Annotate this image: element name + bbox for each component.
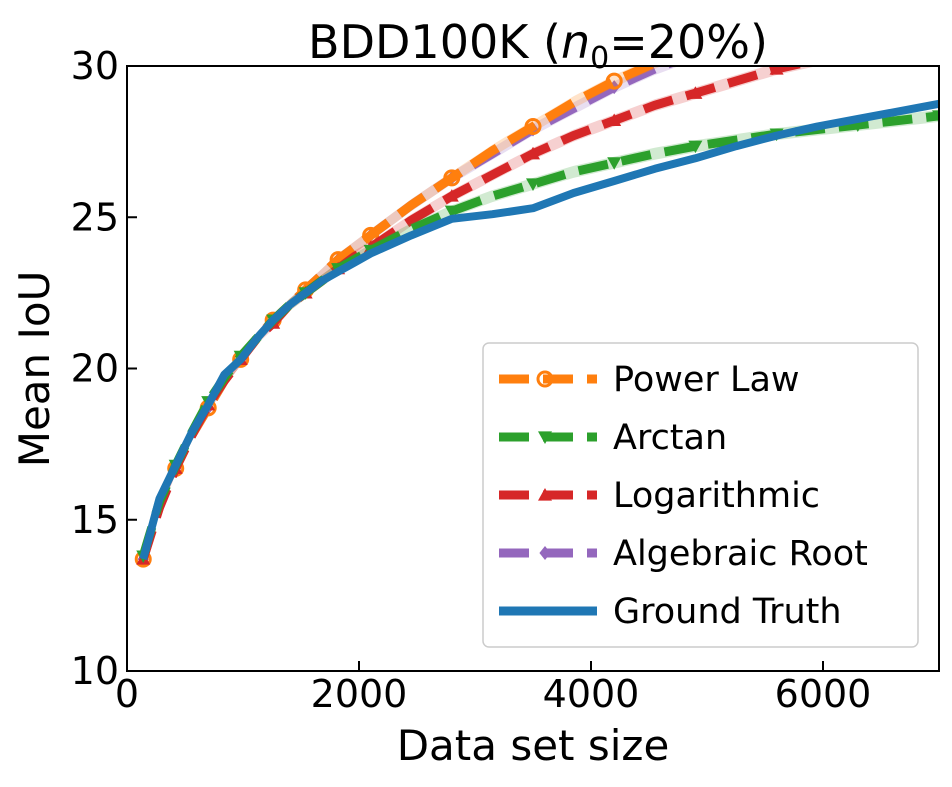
legend-marker bbox=[538, 431, 552, 444]
legend-item-logarithmic: Logarithmic bbox=[499, 476, 820, 516]
point-logarithmic bbox=[810, 53, 824, 66]
legend-marker bbox=[539, 546, 551, 560]
legend-label: Algebraic Root bbox=[613, 534, 868, 574]
x-tick-label: 4000 bbox=[543, 672, 640, 716]
line-ground-truth bbox=[139, 99, 939, 561]
axes-layer: 0 2000 4000 6000 10 15 20 25 30 bbox=[71, 44, 940, 716]
legend-item-power-law: Power Law bbox=[499, 360, 800, 400]
point-power-law bbox=[524, 118, 542, 135]
legend-label: Arctan bbox=[613, 418, 727, 458]
point-logarithmic bbox=[688, 86, 703, 99]
legend-label: Logarithmic bbox=[613, 476, 820, 516]
point-power-law bbox=[443, 169, 461, 187]
y-axis-label: Mean IoU bbox=[10, 271, 59, 468]
point-arctan bbox=[688, 140, 703, 154]
x-tick-label: 6000 bbox=[775, 672, 872, 716]
series-layer bbox=[134, 53, 939, 568]
y-tick-label: 15 bbox=[71, 498, 119, 542]
y-tick-label: 30 bbox=[71, 44, 119, 88]
legend-marker bbox=[538, 488, 552, 501]
y-tick-label: 10 bbox=[71, 649, 119, 693]
x-tick-label: 0 bbox=[115, 672, 139, 716]
legend-item-arctan: Arctan bbox=[499, 418, 727, 458]
legend-item-ground-truth: Ground Truth bbox=[499, 592, 842, 632]
x-tick-label: 2000 bbox=[311, 672, 408, 716]
y-tick-label: 20 bbox=[71, 347, 119, 391]
point-logarithmic bbox=[526, 146, 540, 160]
legend-marker bbox=[536, 370, 554, 388]
legend-label: Ground Truth bbox=[613, 592, 842, 632]
point-arctan bbox=[444, 205, 459, 219]
point-arctan bbox=[932, 110, 939, 123]
y-tick-label: 25 bbox=[71, 195, 119, 239]
point-logarithmic bbox=[607, 113, 622, 127]
point-arctan bbox=[607, 157, 622, 170]
legend: Power Law Arctan Logarithmic Algebraic Root… bbox=[482, 342, 919, 648]
point-logarithmic bbox=[444, 189, 459, 202]
point-power-law bbox=[605, 72, 623, 90]
series-ground-truth bbox=[139, 99, 939, 561]
legend-item-algebraic-root: Algebraic Root bbox=[499, 534, 868, 574]
x-axis-label: Data set size bbox=[397, 721, 670, 770]
point-logarithmic bbox=[769, 66, 784, 75]
chart-title: BDD100K (n0=20%) bbox=[308, 15, 768, 76]
point-arctan bbox=[526, 178, 540, 191]
legend-box bbox=[482, 342, 919, 648]
legend-label: Power Law bbox=[613, 360, 800, 400]
